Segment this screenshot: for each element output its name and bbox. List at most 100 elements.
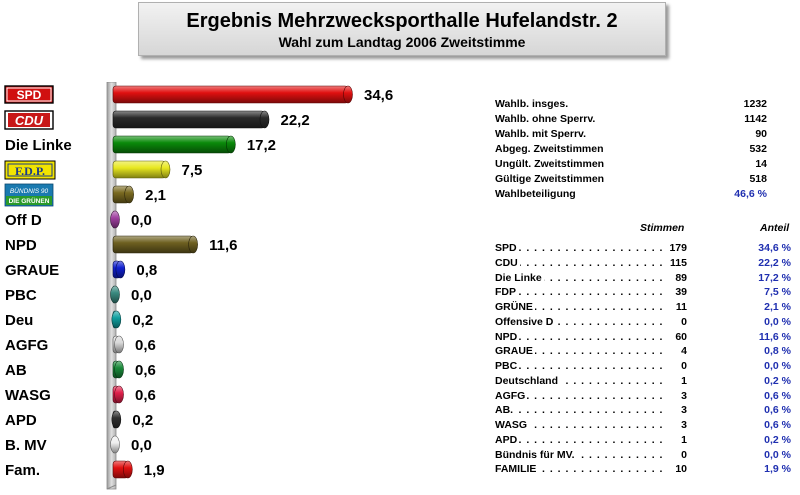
- result-party: AB.: [495, 403, 516, 418]
- result-row: . . . . . . . . . . . . . . . . . . . . …: [495, 433, 795, 448]
- result-row: . . . . . . . . . . . . . . . . . . . . …: [495, 403, 795, 418]
- gruene-logo-band: [6, 196, 52, 205]
- result-party-text: Deutschland: [495, 374, 561, 387]
- result-votes: 115: [670, 256, 687, 269]
- axis-base: [106, 484, 117, 490]
- stat-value: 90: [755, 128, 767, 140]
- result-share: 0,0 %: [764, 315, 791, 328]
- stat-value: 1142: [744, 113, 767, 125]
- result-share: 0,6 %: [764, 404, 791, 417]
- result-share: 0,0 %: [764, 360, 791, 372]
- leader-dots: . . . . . . . . . . . . . . . . . . . . …: [495, 330, 665, 343]
- value-label-b-mv: 0,0: [131, 437, 152, 454]
- result-party: Offensive D: [495, 315, 556, 330]
- bar-cap-pbc: [110, 285, 120, 304]
- bar-cap-ab: [114, 360, 124, 379]
- stat-value: 14: [755, 158, 767, 170]
- leader-dots: . . . . . . . . . . . . . . . . . . . . …: [495, 433, 665, 446]
- result-row: . . . . . . . . . . . . . . . . . . . . …: [495, 271, 795, 286]
- bar-cap-cdu: [259, 110, 270, 129]
- stat-label: Ungült. Zweitstimmen: [495, 158, 605, 170]
- bar-cap-off-d: [110, 210, 120, 229]
- leader-dots: . . . . . . . . . . . . . . . . . . . . …: [495, 242, 665, 254]
- result-row: . . . . . . . . . . . . . . . . . . . . …: [495, 374, 795, 389]
- result-party-text: GRAUE: [495, 345, 535, 358]
- stat-label: Wahlbeteiligung: [495, 188, 576, 200]
- header-votes: Stimmen: [640, 222, 685, 234]
- bar-cap-agfg: [114, 335, 124, 354]
- cdu-logo-bg: [8, 113, 50, 127]
- bar-die-linke: [112, 135, 232, 154]
- bar-f-d-p: [112, 160, 166, 179]
- stat-value: 46,6 %: [734, 188, 767, 200]
- result-row: . . . . . . . . . . . . . . . . . . . . …: [495, 418, 795, 433]
- result-party-text: Offensive D: [495, 315, 556, 328]
- result-votes: 3: [681, 404, 687, 417]
- bar-cap-f-d-p: [160, 160, 171, 179]
- result-row: . . . . . . . . . . . . . . . . . . . . …: [495, 330, 795, 345]
- category-label-fam: Fam.: [5, 462, 40, 479]
- category-label-deu: Deu: [5, 312, 33, 329]
- result-party-text: GRÜNE: [495, 301, 535, 313]
- category-label-die-linke: Die Linke: [5, 137, 72, 154]
- result-row: . . . . . . . . . . . . . . . . . . . . …: [495, 300, 795, 315]
- result-party: NPD: [495, 330, 520, 345]
- chart-subtitle: Wahl zum Landtag 2006 Zweitstimme: [278, 34, 526, 50]
- result-votes: 0: [681, 360, 687, 372]
- result-share: 0,2 %: [764, 374, 791, 387]
- value-label-die-linke: 17,2: [247, 137, 276, 154]
- value-label-deu: 0,2: [132, 312, 153, 329]
- leader-dots: . . . . . . . . . . . . . . . . . . . . …: [495, 286, 665, 299]
- result-row: . . . . . . . . . . . . . . . . . . . . …: [495, 448, 795, 463]
- result-votes: 60: [675, 330, 687, 343]
- result-party: GRÜNE: [495, 300, 535, 315]
- result-party-text: AGFG: [495, 389, 528, 402]
- category-label-graue: GRAUE: [5, 262, 59, 279]
- value-label-ab: 0,6: [135, 362, 156, 379]
- result-votes: 1: [681, 374, 687, 387]
- bar-cap-deu: [111, 310, 122, 329]
- value-label-apd: 0,2: [132, 412, 153, 429]
- leader-dots: . . . . . . . . . . . . . . . . . . . . …: [495, 301, 665, 313]
- stat-value: 532: [749, 143, 767, 155]
- header-share: Anteil: [760, 222, 790, 234]
- result-share: 2,1 %: [764, 301, 791, 313]
- category-label-apd: APD: [5, 412, 37, 429]
- bar-cap-fam: [122, 460, 133, 479]
- result-row: . . . . . . . . . . . . . . . . . . . . …: [495, 359, 795, 374]
- bar-cap-graue: [115, 260, 126, 279]
- result-party-text: FDP: [495, 286, 518, 299]
- result-party: GRAUE: [495, 344, 535, 359]
- leader-dots: . . . . . . . . . . . . . . . . . . . . …: [495, 419, 665, 431]
- stat-row: Gültige Zweitstimmen 518: [495, 172, 795, 187]
- result-party: FDP: [495, 285, 518, 300]
- gruene-logo-text-bottom: DIE GRÜNEN: [9, 196, 50, 205]
- result-party-text: FAMILIE: [495, 463, 539, 476]
- result-party: Die Linke: [495, 271, 544, 286]
- stat-row: Wahlb. insges. 1232: [495, 97, 795, 112]
- category-label-off-d: Off D: [5, 212, 42, 229]
- result-share: 0,6 %: [764, 389, 791, 402]
- value-label-pbc: 0,0: [131, 287, 152, 304]
- bar-chart: 34,6 SPD 22,2 CDU 17,2 Die Linke 7,5 F.D.P. 2,1 B…: [4, 82, 393, 490]
- result-party-text: SPD: [495, 242, 519, 254]
- result-share: 0,0 %: [764, 448, 791, 461]
- category-label-cdu: CDU: [15, 113, 44, 128]
- result-votes: 3: [681, 389, 687, 402]
- value-label-wasg: 0,6: [135, 387, 156, 404]
- category-label-spd: SPD: [17, 88, 42, 102]
- leader-dots: . . . . . . . . . . . . . . . . . . . . …: [495, 256, 665, 269]
- result-share: 11,6 %: [758, 330, 791, 343]
- spd-logo-border: [6, 87, 52, 102]
- stat-label: Gültige Zweitstimmen: [495, 173, 605, 185]
- category-label-ab: AB: [5, 362, 27, 379]
- category-label-agfg: AGFG: [5, 337, 48, 354]
- stat-row: Abgeg. Zweitstimmen 532: [495, 142, 795, 157]
- result-votes: 89: [675, 271, 687, 284]
- title-box: Ergebnis Mehrzwecksporthalle Hufelandstr…: [138, 2, 666, 56]
- leader-dots: . . . . . . . . . . . . . . . . . . . . …: [495, 360, 665, 372]
- result-share: 22,2 %: [758, 256, 791, 269]
- category-label-pbc: PBC: [5, 287, 37, 304]
- result-party: CDU: [495, 256, 520, 271]
- result-party: PBC: [495, 359, 520, 374]
